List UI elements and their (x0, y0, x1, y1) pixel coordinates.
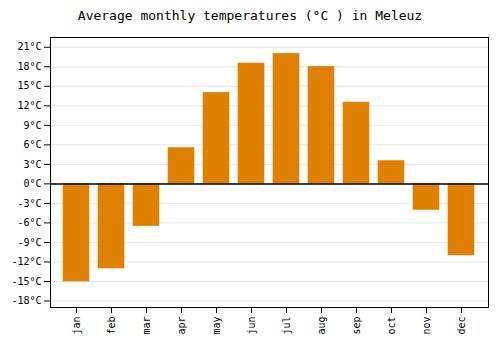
svg-text:mar: mar (141, 317, 152, 335)
html-text:Average monthly temperatures (: Average monthly temperatures (°C ) in Me… (77, 8, 423, 23)
svg-text:apr: apr (176, 317, 187, 335)
svg-text:-15°C: -15°C (11, 276, 41, 287)
svg-text:3°C: 3°C (23, 159, 41, 170)
svg-text:jul: jul (281, 317, 292, 335)
svg-text:12°C: 12°C (17, 100, 41, 111)
svg-text:-3°C: -3°C (17, 198, 41, 209)
svg-text:jun: jun (246, 317, 257, 335)
svg-text:may: may (211, 317, 222, 335)
svg-text:0°C: 0°C (23, 178, 41, 189)
svg-text:9°C: 9°C (23, 120, 41, 131)
svg-text:-6°C: -6°C (17, 217, 41, 228)
svg-text:oct: oct (386, 317, 397, 335)
svg-text:sep: sep (351, 317, 362, 335)
svg-text:dec: dec (456, 317, 467, 335)
svg-text:15°C: 15°C (17, 80, 41, 91)
svg-text:nov: nov (421, 317, 432, 335)
svg-text:21°C: 21°C (17, 41, 41, 52)
svg-text:-12°C: -12°C (11, 256, 41, 267)
svg-text:-9°C: -9°C (17, 237, 41, 248)
svg-text:feb: feb (106, 317, 117, 335)
svg-text:18°C: 18°C (17, 61, 41, 72)
svg-text:-18°C: -18°C (11, 295, 41, 306)
svg-text:jan: jan (71, 317, 82, 335)
svg-text:aug: aug (316, 317, 327, 335)
svg-text:6°C: 6°C (23, 139, 41, 150)
